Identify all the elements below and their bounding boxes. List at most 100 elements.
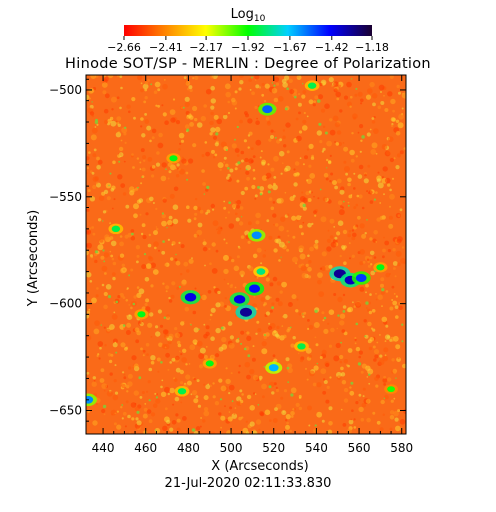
heatmap-speckle xyxy=(379,427,384,432)
heatmap-speckle xyxy=(167,177,170,180)
heatmap-speckle xyxy=(282,135,286,139)
heatmap-speckle xyxy=(227,321,233,326)
heatmap-speckle xyxy=(152,269,159,275)
heatmap-speckle xyxy=(389,75,394,79)
heatmap-speckle xyxy=(273,223,275,226)
heatmap-speckle xyxy=(196,229,203,236)
heatmap-speckle xyxy=(212,208,215,211)
heatmap-speckle xyxy=(231,203,237,209)
polarization-patch xyxy=(256,268,266,275)
heatmap-speckle xyxy=(322,319,325,322)
colorbar-label-sub: 10 xyxy=(254,14,266,24)
heatmap-speckle xyxy=(291,294,297,300)
heatmap-speckle xyxy=(210,75,214,79)
heatmap-speckle xyxy=(213,114,219,120)
heatmap-speckle xyxy=(87,189,91,193)
heatmap-speckle xyxy=(179,168,185,175)
colorbar-tick-labels: −2.66 −2.41 −2.17 −1.92 −1.67 −1.42 −1.18 xyxy=(107,41,389,54)
heatmap-speckle xyxy=(220,426,223,429)
heatmap-speckle xyxy=(170,257,174,261)
heatmap-speckle xyxy=(131,153,134,156)
heatmap-speckle xyxy=(131,355,137,361)
heatmap-speckle xyxy=(255,220,260,225)
heatmap-speckle xyxy=(121,417,124,420)
heatmap-speckle xyxy=(165,290,168,293)
heatmap-speckle xyxy=(300,265,307,272)
heatmap-speckle xyxy=(240,150,245,155)
heatmap-speckle xyxy=(92,153,97,158)
heatmap-speckle xyxy=(174,327,178,331)
heatmap-speckle xyxy=(210,307,216,313)
heatmap-speckle xyxy=(114,364,117,367)
heatmap-speckle xyxy=(223,161,226,164)
heatmap-speckle xyxy=(287,302,293,307)
heatmap-speckle xyxy=(103,304,108,310)
heatmap-speckle xyxy=(275,388,280,393)
y-axis-label: Y (Arcseconds) xyxy=(26,210,41,307)
heatmap-speckle xyxy=(161,104,164,107)
heatmap-speckle-green xyxy=(107,295,112,299)
heatmap-speckle xyxy=(214,142,219,147)
heatmap-speckle xyxy=(281,281,287,288)
heatmap-speckle xyxy=(336,327,339,330)
heatmap-speckle xyxy=(230,372,233,375)
heatmap-speckle xyxy=(314,95,319,100)
heatmap-speckle xyxy=(210,127,216,133)
heatmap-speckle xyxy=(375,298,378,301)
heatmap-speckle xyxy=(88,227,92,230)
heatmap-speckle xyxy=(223,200,226,203)
heatmap-speckle xyxy=(317,197,320,200)
heatmap-speckle xyxy=(371,117,375,120)
heatmap-speckle xyxy=(225,378,231,385)
heatmap-speckle xyxy=(98,195,105,201)
heatmap-speckle xyxy=(349,390,355,396)
heatmap-speckle xyxy=(180,353,183,356)
heatmap-speckle xyxy=(95,294,99,298)
heatmap-speckle-green xyxy=(236,125,239,129)
heatmap-speckle xyxy=(185,374,191,380)
heatmap-speckle xyxy=(255,120,260,125)
heatmap-speckle-green xyxy=(227,167,230,170)
heatmap-speckle xyxy=(181,357,187,363)
heatmap-speckle xyxy=(135,417,139,421)
heatmap-speckle xyxy=(392,300,398,306)
heatmap-speckle xyxy=(208,247,211,251)
heatmap-speckle xyxy=(86,250,89,256)
heatmap-speckle xyxy=(351,229,355,232)
heatmap-speckle xyxy=(389,427,393,431)
heatmap-speckle-green xyxy=(286,87,289,90)
heatmap-speckle xyxy=(369,237,373,241)
heatmap-speckle xyxy=(192,105,198,112)
heatmap-speckle xyxy=(225,242,228,245)
heatmap-speckle xyxy=(319,267,323,270)
heatmap-speckle xyxy=(302,197,308,203)
heatmap-speckle xyxy=(231,143,237,149)
heatmap-speckle xyxy=(174,258,178,262)
heatmap-speckle xyxy=(325,177,329,181)
heatmap-speckle xyxy=(261,341,267,347)
heatmap-speckle xyxy=(302,163,305,166)
heatmap-speckle xyxy=(164,263,168,267)
heatmap-speckle xyxy=(109,372,113,376)
heatmap-speckle xyxy=(252,374,259,381)
heatmap-speckle-green xyxy=(132,302,136,306)
heatmap-speckle xyxy=(394,305,399,309)
heatmap-speckle-green xyxy=(215,132,219,136)
heatmap-speckle xyxy=(209,318,212,321)
colorbar-tick-label: −1.18 xyxy=(355,41,389,54)
heatmap-speckle xyxy=(171,420,177,425)
heatmap-speckle xyxy=(217,162,224,169)
heatmap-speckle xyxy=(153,241,159,247)
heatmap-speckle xyxy=(196,340,203,347)
heatmap-speckle-green xyxy=(342,310,346,313)
heatmap-speckle xyxy=(144,403,147,405)
heatmap-speckle xyxy=(352,232,357,238)
heatmap-speckle xyxy=(150,412,156,417)
heatmap-speckle-green xyxy=(323,316,327,320)
heatmap-speckle xyxy=(306,148,309,151)
heatmap-speckle xyxy=(222,114,228,120)
heatmap-speckle xyxy=(155,227,159,231)
heatmap-speckle xyxy=(269,309,273,313)
heatmap-speckle xyxy=(337,200,343,205)
heatmap-speckle xyxy=(333,81,339,87)
